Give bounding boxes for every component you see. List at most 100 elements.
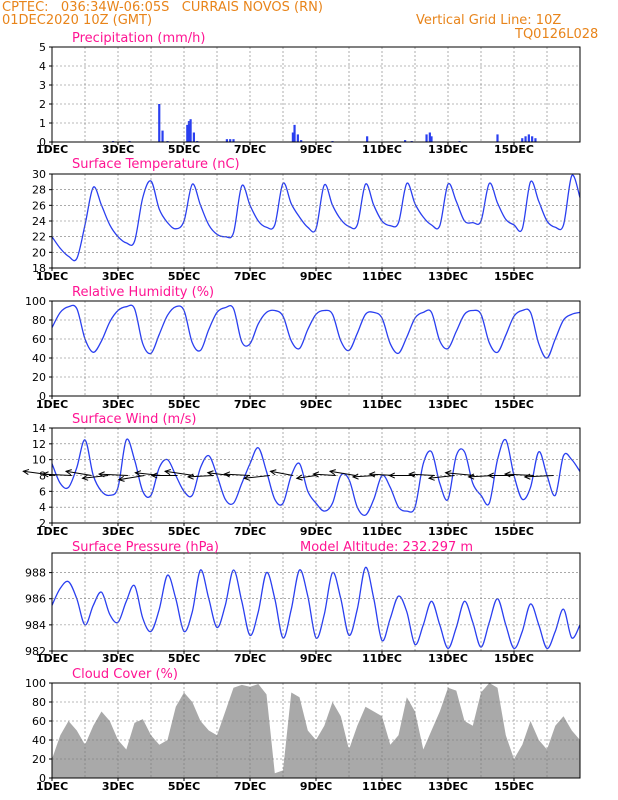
wind-arrow <box>329 470 356 476</box>
y-tick-label: 10 <box>32 454 46 467</box>
wind-arrowhead <box>150 472 158 479</box>
x-tick-label: 7DEC <box>234 398 266 411</box>
x-tick-label: 5DEC <box>168 143 200 156</box>
panel-annotation: Model Altitude: 232.297 m <box>300 540 473 555</box>
x-tick-label: 9DEC <box>300 652 332 665</box>
x-tick-label: 15DEC <box>494 525 534 538</box>
x-tick-label: 9DEC <box>300 398 332 411</box>
precip-bar <box>404 140 407 142</box>
x-tick-label: 9DEC <box>300 270 332 283</box>
x-tick-label: 11DEC <box>362 652 402 665</box>
y-tick-label: 2 <box>39 517 46 530</box>
x-tick-label: 3DEC <box>102 525 134 538</box>
y-tick-label: 20 <box>32 753 46 766</box>
wind-arrowhead <box>351 473 359 480</box>
x-tick-label: 9DEC <box>300 780 332 793</box>
y-tick-label: 3 <box>39 79 46 92</box>
y-tick-label: 0 <box>39 136 46 149</box>
precip-bar <box>425 134 428 142</box>
precip-bar <box>229 139 232 142</box>
wind-arrow <box>524 475 554 478</box>
x-tick-label: 5DEC <box>168 780 200 793</box>
wind-arrow <box>244 475 270 479</box>
y-tick-label: 2 <box>39 98 46 111</box>
wind-arrowhead <box>163 469 171 476</box>
y-tick-label: 1 <box>39 117 46 130</box>
wind-arrow <box>82 475 109 479</box>
panel-3: 0 20 40 60 80 100 1DEC 3DEC 5DEC 7DEC 9DEC 11DEC 13D… <box>25 285 581 411</box>
y-tick-label: 986 <box>25 593 46 606</box>
y-tick-label: 100 <box>25 677 46 690</box>
cloud-area <box>52 683 580 778</box>
precip-bar <box>192 132 195 142</box>
panel-5: 982 984 986 988 1DEC 3DEC 5DEC 7DEC 9DEC 11DEC 13D… <box>25 540 581 665</box>
wind-arrowhead <box>295 474 303 481</box>
y-tick-label: 80 <box>32 696 46 709</box>
y-tick-label: 24 <box>32 215 46 228</box>
y-tick-label: 4 <box>39 60 46 73</box>
x-tick-label: 11DEC <box>362 143 402 156</box>
wind-arrow <box>42 473 72 476</box>
wind-arrow <box>224 473 251 476</box>
x-tick-label: 15DEC <box>494 270 534 283</box>
wind-arrow <box>99 473 128 476</box>
wind-arrowhead <box>243 474 251 481</box>
precip-bar <box>300 140 303 142</box>
y-tick-label: 984 <box>25 619 46 632</box>
x-tick-label: 11DEC <box>362 270 402 283</box>
x-tick-label: 1DEC <box>36 525 68 538</box>
y-tick-label: 0 <box>39 390 46 403</box>
x-tick-label: 7DEC <box>234 143 266 156</box>
panel-title: Cloud Cover (%) <box>72 667 178 682</box>
x-tick-label: 13DEC <box>428 270 468 283</box>
wind-arrow <box>313 473 336 476</box>
panel-2: 18 20 22 24 26 28 30 1DEC 3DEC 5DEC 7DEC 9DEC 11DEC 1… <box>32 157 581 283</box>
precip-bar <box>296 134 299 142</box>
precip-bar <box>496 134 499 142</box>
y-tick-label: 22 <box>32 231 46 244</box>
precip-bar <box>527 134 530 142</box>
x-tick-label: 13DEC <box>428 525 468 538</box>
x-tick-label: 1DEC <box>36 270 68 283</box>
series-line <box>51 438 581 517</box>
wind-arrow <box>270 470 293 476</box>
y-tick-label: 60 <box>32 333 46 346</box>
x-tick-label: 1DEC <box>36 398 68 411</box>
x-tick-label: 7DEC <box>234 652 266 665</box>
y-tick-label: 80 <box>32 314 46 327</box>
precip-bar <box>232 139 235 142</box>
y-tick-label: 40 <box>32 352 46 365</box>
y-tick-label: 988 <box>25 567 46 580</box>
y-tick-label: 4 <box>39 501 46 514</box>
x-tick-label: 5DEC <box>168 652 200 665</box>
x-tick-label: 13DEC <box>428 143 468 156</box>
y-tick-label: 20 <box>32 371 46 384</box>
x-tick-label: 3DEC <box>102 270 134 283</box>
panel-1: 0 1 2 3 4 5 1DEC 3DEC 5DEC 7DEC 9DEC 11DEC 13DEC 15DE… <box>36 31 581 156</box>
y-tick-label: 5 <box>39 41 46 54</box>
wind-arrowhead <box>503 471 511 478</box>
x-tick-label: 5DEC <box>168 398 200 411</box>
x-tick-label: 5DEC <box>168 525 200 538</box>
wind-arrowhead <box>368 471 376 478</box>
y-tick-label: 26 <box>32 199 46 212</box>
wind-arrowhead <box>328 469 336 476</box>
y-tick-label: 14 <box>32 422 46 435</box>
y-tick-label: 30 <box>32 168 46 181</box>
y-tick-label: 0 <box>39 772 46 785</box>
wind-arrowhead <box>97 471 105 478</box>
precip-bar <box>293 124 296 142</box>
wind-arrowhead <box>444 470 452 477</box>
wind-arrow <box>409 473 435 476</box>
precip-bar <box>187 121 191 142</box>
precip-bar <box>534 138 537 142</box>
y-tick-label: 20 <box>32 246 46 259</box>
wind-arrowhead <box>312 471 320 478</box>
x-tick-label: 11DEC <box>362 525 402 538</box>
wind-arrowhead <box>81 474 89 481</box>
precip-bar <box>531 136 534 142</box>
x-tick-label: 11DEC <box>362 398 402 411</box>
wind-arrow <box>504 473 534 476</box>
wind-arrowhead <box>223 471 231 478</box>
